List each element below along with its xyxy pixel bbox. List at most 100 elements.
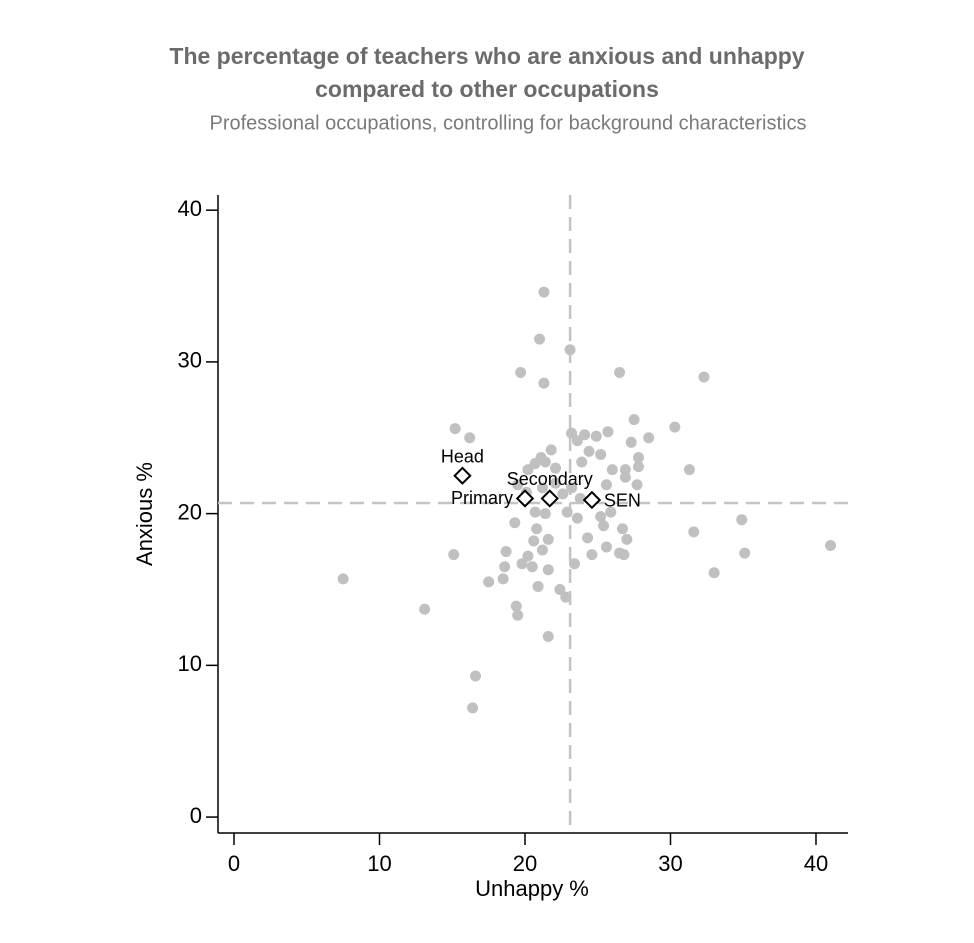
point xyxy=(619,471,631,483)
point xyxy=(566,482,578,494)
x-tick-label: 40 xyxy=(804,851,828,876)
y-tick-label: 40 xyxy=(178,196,202,221)
point xyxy=(516,558,528,570)
point xyxy=(618,549,630,561)
point xyxy=(698,371,710,383)
point xyxy=(602,426,614,438)
point xyxy=(448,549,460,561)
highlight-point xyxy=(515,489,535,508)
point xyxy=(542,631,554,643)
point xyxy=(595,448,607,460)
point xyxy=(534,333,546,345)
point xyxy=(522,464,534,476)
point xyxy=(688,526,700,538)
x-tick-label: 20 xyxy=(513,851,537,876)
point xyxy=(538,377,550,389)
point xyxy=(632,451,644,463)
point xyxy=(739,547,751,559)
point xyxy=(568,558,580,570)
x-axis-label: Unhappy % xyxy=(475,876,589,901)
point xyxy=(564,344,576,356)
point xyxy=(554,583,566,595)
point xyxy=(825,539,837,551)
point xyxy=(538,286,550,298)
y-tick-label: 20 xyxy=(178,499,202,524)
point xyxy=(542,564,554,576)
point xyxy=(605,506,617,518)
point xyxy=(616,523,628,535)
point xyxy=(539,456,551,468)
highlight-point xyxy=(582,490,602,510)
highlight-label: Secondary xyxy=(507,469,593,489)
y-tick-label: 0 xyxy=(190,803,202,828)
x-tick-label: 10 xyxy=(367,851,391,876)
point xyxy=(590,430,602,442)
point xyxy=(467,702,479,714)
point xyxy=(632,461,644,473)
point xyxy=(536,544,548,556)
point xyxy=(582,532,594,544)
point xyxy=(532,580,544,592)
point xyxy=(515,367,527,379)
highlight-label: SEN xyxy=(604,491,641,511)
point xyxy=(598,520,610,532)
point xyxy=(561,506,573,518)
point xyxy=(526,561,538,573)
point xyxy=(529,458,541,470)
point xyxy=(337,573,349,585)
point xyxy=(545,444,557,456)
chart-title: The percentage of teachers who are anxio… xyxy=(169,43,804,69)
point xyxy=(464,432,476,444)
chart-subtitle: Professional occupations, controlling fo… xyxy=(210,112,807,134)
highlight-label: Primary xyxy=(451,488,513,508)
point xyxy=(512,479,524,491)
point xyxy=(531,523,543,535)
point xyxy=(419,603,431,615)
point xyxy=(529,506,541,518)
point xyxy=(683,464,695,476)
point xyxy=(528,535,540,547)
chart-title: compared to other occupations xyxy=(315,76,659,102)
point xyxy=(583,445,595,457)
x-tick-label: 0 xyxy=(228,851,240,876)
point xyxy=(497,573,509,585)
point xyxy=(600,541,612,553)
point xyxy=(574,492,586,504)
point xyxy=(619,464,631,476)
point xyxy=(669,421,681,433)
point xyxy=(643,432,655,444)
point xyxy=(628,414,640,426)
point xyxy=(614,367,626,379)
y-tick-label: 10 xyxy=(178,651,202,676)
point xyxy=(571,512,583,524)
point xyxy=(470,670,482,682)
point xyxy=(449,423,461,435)
point xyxy=(571,435,583,447)
point xyxy=(566,427,578,439)
highlight-point xyxy=(540,489,559,508)
point xyxy=(550,462,562,474)
highlight-point xyxy=(453,466,472,485)
point xyxy=(606,464,618,476)
point xyxy=(500,546,512,558)
point xyxy=(499,561,511,573)
x-tick-label: 30 xyxy=(658,851,682,876)
point xyxy=(510,600,522,612)
point xyxy=(708,567,720,579)
point xyxy=(631,479,643,491)
point xyxy=(512,609,524,621)
point xyxy=(576,456,588,468)
point xyxy=(509,517,521,529)
point xyxy=(542,533,554,545)
highlight-label: Head xyxy=(441,446,484,466)
point xyxy=(600,479,612,491)
point xyxy=(736,514,748,526)
point xyxy=(621,533,633,545)
point xyxy=(536,482,548,494)
point xyxy=(560,591,572,603)
point xyxy=(522,550,534,562)
point xyxy=(539,508,551,520)
y-axis-label: Anxious % xyxy=(132,462,157,566)
point xyxy=(550,477,562,489)
